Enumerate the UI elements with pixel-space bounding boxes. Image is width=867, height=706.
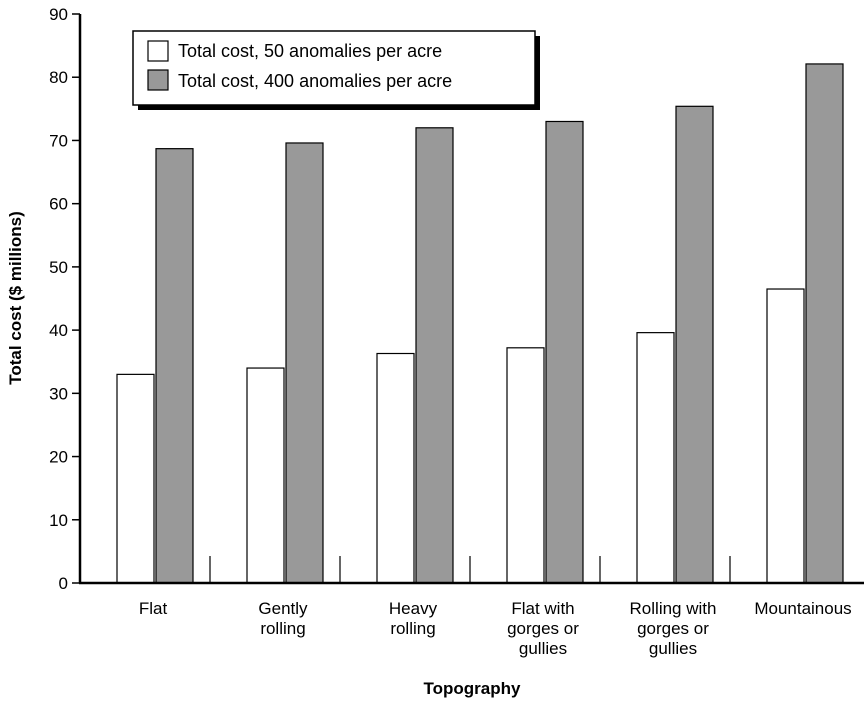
y-tick-label: 0 [59, 574, 68, 593]
y-tick-label: 20 [49, 448, 68, 467]
y-tick-label: 10 [49, 511, 68, 530]
legend-label-400: Total cost, 400 anomalies per acre [178, 71, 452, 91]
x-category-label: Gently rolling [258, 599, 308, 638]
x-category-label: Flat with gorges or gullies [507, 599, 579, 658]
y-axis-title: Total cost ($ millions) [6, 211, 25, 384]
x-axis-title: Topography [424, 679, 521, 698]
x-category-label: Heavy rolling [389, 599, 438, 638]
y-tick-label: 70 [49, 131, 68, 150]
x-category-label: Mountainous [754, 599, 851, 618]
y-tick-label: 30 [49, 384, 68, 403]
bar-400-anomalies [155, 148, 194, 584]
y-tick-label: 80 [49, 68, 68, 87]
bar-400-anomalies [805, 63, 844, 584]
bar-400-anomalies [545, 120, 584, 584]
legend-label-50: Total cost, 50 anomalies per acre [178, 41, 442, 61]
y-tick-label: 60 [49, 195, 68, 214]
y-tick-label: 50 [49, 258, 68, 277]
legend: Total cost, 50 anomalies per acre Total … [132, 30, 540, 110]
x-category-label: Rolling with gorges or gullies [630, 599, 717, 658]
x-category-label: Flat [139, 599, 168, 618]
legend-box [132, 30, 536, 106]
legend-swatch-50 [147, 40, 169, 62]
y-tick-label: 40 [49, 321, 68, 340]
bar-50-anomalies [766, 288, 805, 584]
y-tick-label: 90 [49, 5, 68, 24]
bar-50-anomalies [636, 332, 675, 584]
x-axis-category-labels: Flat Gently rolling Heavy rolling Flat with go… [139, 599, 852, 658]
bar-50-anomalies [116, 373, 155, 584]
legend-swatch-400 [147, 69, 169, 91]
y-axis-ticks: 0 10 20 30 40 50 60 70 80 90 [49, 5, 80, 593]
bar-400-anomalies [675, 105, 714, 584]
bars [116, 63, 844, 584]
bar-400-anomalies [285, 142, 324, 584]
bar-50-anomalies [246, 367, 285, 584]
bar-400-anomalies [415, 127, 454, 584]
bar-50-anomalies [376, 352, 415, 584]
bar-50-anomalies [506, 347, 545, 584]
category-separators [209, 556, 731, 583]
